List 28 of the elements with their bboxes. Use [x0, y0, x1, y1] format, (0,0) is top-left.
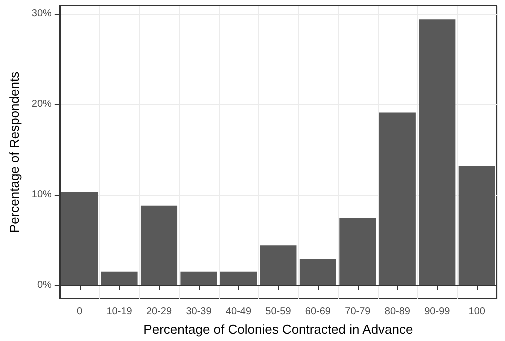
- bar: [419, 20, 456, 286]
- x-tick-label: 0: [77, 306, 83, 318]
- x-tick-label: 20-29: [146, 306, 172, 318]
- x-tick-label: 60-69: [305, 306, 332, 318]
- y-tick-label: 30%: [32, 8, 52, 20]
- y-tick-label: 10%: [32, 190, 52, 201]
- y-tick-label: 20%: [32, 99, 52, 110]
- bar: [379, 112, 416, 286]
- x-tick-label: 90-99: [424, 306, 451, 318]
- x-tick-label: 70-79: [345, 306, 372, 318]
- bar: [220, 272, 257, 286]
- x-axis-title: Percentage of Colonies Contracted in Advance: [144, 322, 414, 337]
- x-tick-label: 10-19: [106, 306, 133, 318]
- y-tick-label: 0%: [37, 280, 52, 291]
- x-tick-label: 100: [468, 306, 486, 318]
- bar: [140, 206, 178, 286]
- bar: [340, 218, 376, 286]
- x-tick-label: 80-89: [384, 306, 411, 318]
- bar: [300, 259, 336, 286]
- x-tick-label: 50-59: [266, 306, 292, 318]
- bar: [101, 272, 138, 286]
- bar: [260, 246, 297, 286]
- bar: [180, 272, 218, 286]
- y-axis-title: Percentage of Respondents: [7, 71, 22, 234]
- bar: [62, 192, 98, 286]
- x-tick-label: 30-39: [186, 306, 212, 318]
- bar: [458, 166, 496, 286]
- x-tick-label: 40-49: [226, 306, 252, 318]
